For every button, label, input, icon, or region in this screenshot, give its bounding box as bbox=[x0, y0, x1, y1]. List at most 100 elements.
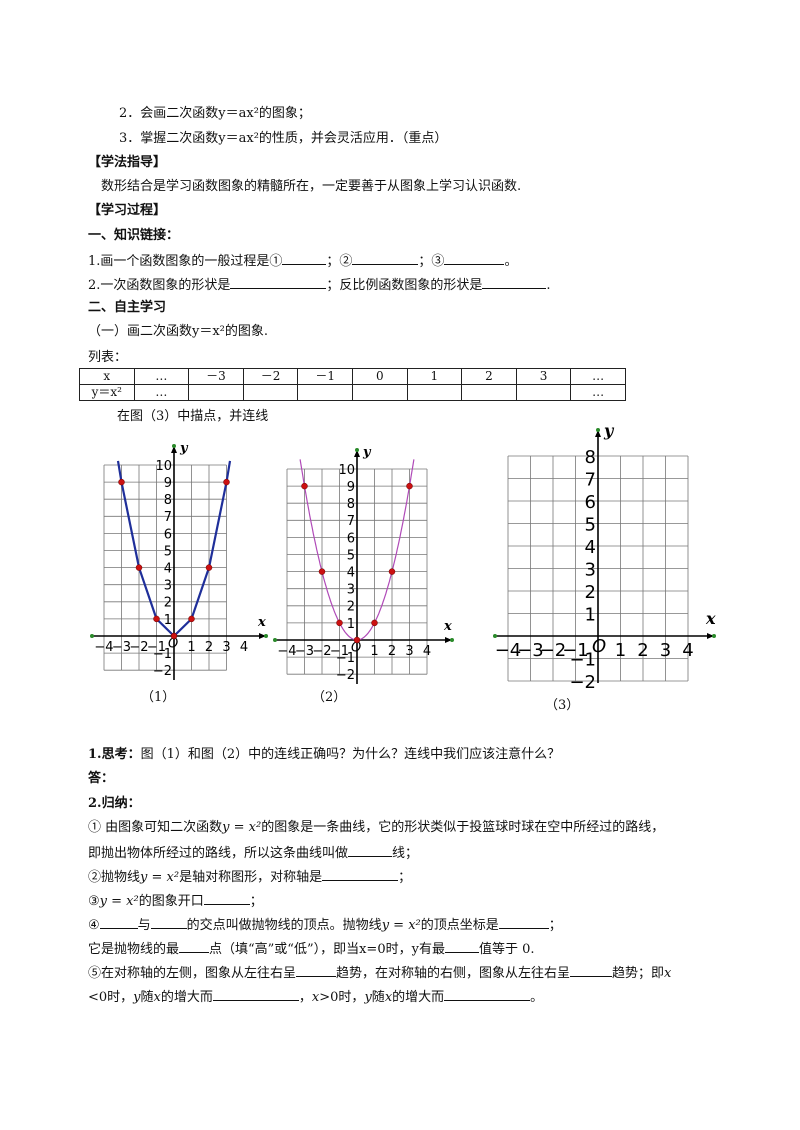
q1-text-b: ；② bbox=[326, 254, 353, 269]
caption-1: （1） bbox=[141, 690, 176, 705]
table-input-cell[interactable] bbox=[461, 384, 517, 401]
s6b: 点（填“高”或“低”），即当x=0时，y有最 bbox=[209, 942, 445, 957]
origin-label: O bbox=[168, 637, 178, 652]
blank-max-min[interactable] bbox=[444, 939, 479, 953]
blank-left-change[interactable] bbox=[212, 987, 299, 1001]
q2-blank-2[interactable] bbox=[482, 275, 547, 289]
table-cell: －2 bbox=[242, 368, 299, 385]
blank-trend-left[interactable] bbox=[296, 963, 337, 977]
x-tick-label: 3 bbox=[405, 644, 413, 659]
blank-vertex-coord[interactable] bbox=[498, 915, 549, 929]
y-tick-label: −2 bbox=[153, 664, 172, 679]
data-point bbox=[406, 482, 413, 490]
formula: y = x² bbox=[99, 894, 139, 909]
summary-line-5: ④ 与 的交点叫做抛物线的顶点。抛物线y = x²的顶点坐标是 ； bbox=[88, 915, 562, 935]
knowledge-q1: 1.画一个函数图象的一般过程是① ；② ；③ 。 bbox=[88, 251, 517, 271]
s8a: <0时， bbox=[88, 990, 134, 1005]
y-tick-label: 10 bbox=[155, 459, 172, 474]
table-label: 列表： bbox=[88, 350, 128, 365]
part2-heading: 二、自主学习 bbox=[88, 300, 167, 315]
x-tick-label: −3 bbox=[517, 640, 544, 661]
blank-right-change[interactable] bbox=[444, 987, 531, 1001]
data-point bbox=[388, 568, 396, 575]
y-tick-label: 3 bbox=[585, 559, 596, 580]
blank-high-low[interactable] bbox=[179, 939, 210, 953]
data-point bbox=[153, 615, 160, 623]
summary-heading: 2.归纳： bbox=[88, 796, 141, 811]
axis-end-dot bbox=[355, 448, 359, 452]
x-axis-label: x bbox=[443, 619, 452, 634]
axis-end-dot bbox=[712, 634, 716, 638]
s8g: 的增大而 bbox=[392, 990, 445, 1005]
x-tick-label: −4 bbox=[94, 640, 113, 655]
answer-label: 答： bbox=[88, 771, 115, 786]
blank-axis[interactable] bbox=[322, 867, 399, 881]
q1-blank-2[interactable] bbox=[352, 251, 419, 265]
var-x: x bbox=[664, 966, 672, 981]
s1b: 的图象是一条曲线，它的形状类似于投篮球时球在空中所经过的路线， bbox=[261, 820, 665, 835]
data-point bbox=[336, 619, 343, 627]
origin-label: O bbox=[592, 636, 606, 657]
blank-opening[interactable] bbox=[203, 891, 250, 905]
y-tick-label: 5 bbox=[347, 548, 355, 563]
part2-sub: （一）画二次函数y＝x²的图象. bbox=[88, 324, 269, 339]
think-question: 1.思考：图（1）和图（2）中的连线正确吗？为什么？连线中我们应该注意什么？ bbox=[88, 746, 560, 764]
q2-text-a: 2.一次函数图象的形状是 bbox=[88, 278, 231, 293]
q2-blank-1[interactable] bbox=[230, 275, 327, 289]
q2-text-c: . bbox=[546, 278, 551, 293]
x-tick-label: −2 bbox=[312, 644, 331, 659]
s7b: 趋势，在对称轴的右侧，图象从左往右呈 bbox=[336, 966, 571, 981]
s8d: ， bbox=[298, 990, 312, 1005]
y-tick-label: −1 bbox=[336, 651, 355, 666]
table-cell: y＝x² bbox=[79, 384, 135, 401]
y-tick-label: 3 bbox=[164, 579, 172, 594]
s2a: 即抛出物体所经过的路线，所以这条曲线叫做 bbox=[88, 846, 349, 861]
y-tick-label: 1 bbox=[585, 604, 596, 625]
s5e: ； bbox=[548, 918, 562, 933]
s4a: ③ bbox=[88, 894, 100, 909]
y-tick-label: 4 bbox=[585, 537, 596, 558]
y-tick-label: 8 bbox=[347, 497, 355, 512]
axis-end-dot bbox=[273, 638, 277, 642]
table-cell: … bbox=[133, 384, 190, 401]
y-tick-label: 6 bbox=[164, 527, 172, 542]
data-point bbox=[135, 564, 143, 571]
s4c: ； bbox=[249, 894, 263, 909]
blank-vertex-1[interactable] bbox=[99, 915, 138, 929]
var-x: x bbox=[311, 990, 320, 1005]
table-input-cell[interactable] bbox=[188, 384, 244, 401]
y-tick-label: 4 bbox=[347, 566, 355, 581]
x-axis-arrow-icon bbox=[445, 637, 452, 643]
summary-line-7: ⑤在对称轴的左侧，图象从左往右呈 趋势，在对称轴的右侧，图象从左往右呈 趋势；即x bbox=[88, 963, 671, 983]
caption-3: （3） bbox=[545, 698, 580, 713]
x-axis-arrow-icon bbox=[707, 633, 714, 639]
table-row-y: y＝x² … … bbox=[79, 384, 626, 401]
y-tick-label: 9 bbox=[164, 476, 172, 491]
y-tick-label: −2 bbox=[569, 672, 596, 693]
y-tick-label: 7 bbox=[585, 469, 596, 490]
q1-blank-3[interactable] bbox=[444, 251, 505, 265]
x-tick-label: −4 bbox=[277, 644, 296, 659]
s4b: 的图象开口 bbox=[138, 894, 204, 909]
caption-2: （2） bbox=[312, 690, 347, 705]
axis-end-dot bbox=[172, 444, 176, 448]
process-heading: 【学习过程】 bbox=[88, 203, 167, 218]
blank-curve-name[interactable] bbox=[348, 843, 393, 857]
summary-line-6: 它是抛物线的最 点（填“高”或“低”），即当x=0时，y有最 值等于 0. bbox=[88, 939, 535, 959]
blank-vertex-2[interactable] bbox=[150, 915, 187, 929]
x-axis-label: x bbox=[257, 615, 266, 630]
blank-trend-right[interactable] bbox=[570, 963, 613, 977]
q1-blank-1[interactable] bbox=[282, 251, 327, 265]
x-axis-arrow-icon bbox=[259, 633, 266, 639]
y-tick-label: 7 bbox=[164, 510, 172, 525]
y-axis-arrow-icon bbox=[171, 446, 177, 453]
table-cell: －3 bbox=[188, 368, 244, 385]
y-tick-label: −1 bbox=[153, 647, 172, 662]
s3c: ； bbox=[398, 870, 412, 885]
objective-2: 2．会画二次函数y＝ax²的图象； bbox=[119, 106, 311, 121]
y-tick-label: 8 bbox=[164, 493, 172, 508]
s6c: 值等于 0. bbox=[478, 942, 535, 957]
y-tick-label: 1 bbox=[347, 617, 355, 632]
